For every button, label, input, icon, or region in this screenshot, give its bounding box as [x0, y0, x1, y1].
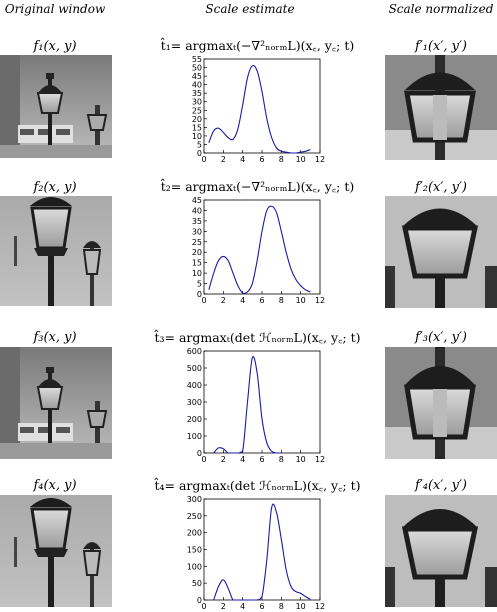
- y-tick-label: 600: [187, 347, 202, 356]
- x-tick-label: 6: [259, 455, 264, 464]
- row3-equation: t̂₃= argmaxₜ(det ℋₙₒᵣₘL)(x꜀, y꜀; t): [154, 330, 361, 345]
- y-tick-label: 0: [197, 596, 202, 605]
- y-tick-label: 0: [197, 449, 202, 458]
- y-tick-label: 5: [197, 280, 202, 289]
- x-tick-label: 4: [240, 602, 245, 611]
- plot-frame: [203, 498, 321, 601]
- x-tick-label: 6: [259, 155, 264, 164]
- y-tick-label: 30: [192, 227, 202, 236]
- x-tick-label: 12: [315, 296, 325, 305]
- x-tick-label: 4: [240, 296, 245, 305]
- x-tick-label: 2: [221, 455, 226, 464]
- y-tick-label: 0: [197, 149, 202, 158]
- y-tick-label: 5: [197, 140, 202, 149]
- row4-chart: 0 2 4 6 8 10 12 0 50 100 150 200 250 300: [187, 495, 325, 611]
- y-tick-label: 45: [192, 72, 202, 81]
- row2-original-image: [0, 196, 112, 306]
- y-tick-label: 100: [187, 432, 202, 441]
- x-tick-label: 10: [296, 455, 306, 464]
- x-tick-label: 8: [279, 155, 284, 164]
- y-tick-label: 25: [192, 106, 202, 115]
- x-tick-label: 10: [296, 155, 306, 164]
- x-tick-label: 8: [279, 296, 284, 305]
- x-tick-label: 10: [296, 602, 306, 611]
- x-tick-label: 6: [259, 296, 264, 305]
- x-tick-label: 4: [240, 155, 245, 164]
- y-tick-label: 40: [192, 81, 202, 90]
- x-tick-label: 8: [279, 455, 284, 464]
- y-tick-label: 35: [192, 217, 202, 226]
- x-tick-label: 0: [201, 602, 206, 611]
- row1-left-label: f₁(x, y): [33, 39, 77, 54]
- x-tick-label: 6: [259, 602, 264, 611]
- y-tick-label: 30: [192, 98, 202, 107]
- plot-frame: [203, 58, 321, 154]
- plot-frame: [203, 199, 321, 295]
- x-tick-label: 2: [221, 155, 226, 164]
- x-tick-label: 0: [201, 296, 206, 305]
- row1-normalized-image: [385, 55, 497, 160]
- series-line: [208, 205, 311, 295]
- y-tick-label: 40: [192, 206, 202, 215]
- y-tick-label: 0: [197, 290, 202, 299]
- y-tick-label: 400: [187, 381, 202, 390]
- row3-chart: 0 2 4 6 8 10 12 0 100 200 300 400 500 600: [187, 347, 325, 464]
- row4-normalized-image: [385, 495, 497, 607]
- y-tick-label: 250: [187, 512, 202, 521]
- y-tick-label: 300: [187, 495, 202, 504]
- row2-right-label: f′₂(x′, y′): [415, 180, 467, 195]
- y-tick-label: 200: [187, 529, 202, 538]
- row3-left-label: f₃(x, y): [33, 330, 77, 345]
- x-tick-label: 2: [221, 296, 226, 305]
- row2-normalized-image: [385, 196, 497, 308]
- series-line: [213, 503, 311, 601]
- row1-right-label: f′₁(x′, y′): [415, 39, 467, 54]
- y-tick-label: 100: [187, 562, 202, 571]
- header-original: Original window: [4, 2, 106, 16]
- y-tick-label: 45: [192, 196, 202, 205]
- x-tick-label: 12: [315, 155, 325, 164]
- y-tick-label: 10: [192, 269, 202, 278]
- y-tick-label: 20: [192, 248, 202, 257]
- x-tick-label: 12: [315, 455, 325, 464]
- plot-frame: [203, 350, 321, 454]
- row2-left-label: f₂(x, y): [33, 180, 77, 195]
- x-tick-label: 0: [201, 155, 206, 164]
- header-scale: Scale estimate: [205, 2, 295, 16]
- row4-equation: t̂₄= argmaxₜ(det ℋₙₒᵣₘL)(x꜀, y꜀; t): [154, 478, 361, 493]
- y-tick-label: 50: [192, 579, 202, 588]
- y-tick-label: 10: [192, 132, 202, 141]
- row1-original-image: [0, 55, 112, 158]
- row3-original-image: [0, 347, 112, 459]
- y-tick-label: 25: [192, 238, 202, 247]
- y-tick-label: 35: [192, 89, 202, 98]
- row4-right-label: f′₄(x′, y′): [415, 478, 467, 493]
- y-tick-label: 15: [192, 123, 202, 132]
- y-tick-label: 20: [192, 115, 202, 124]
- x-tick-label: 0: [201, 455, 206, 464]
- row4-original-image: [0, 495, 112, 607]
- x-tick-label: 12: [315, 602, 325, 611]
- row1-equation: t̂₁= argmaxₜ(−∇²ₙₒᵣₘL)(x꜀, y꜀; t): [160, 38, 355, 53]
- y-tick-label: 50: [192, 64, 202, 73]
- row3-normalized-image: [385, 347, 497, 459]
- row3-right-label: f′₃(x′, y′): [415, 330, 467, 345]
- row2-equation: t̂₂= argmaxₜ(−∇²ₙₒᵣₘL)(x꜀, y꜀; t): [160, 179, 355, 194]
- y-tick-label: 55: [192, 55, 202, 64]
- y-tick-label: 200: [187, 415, 202, 424]
- x-tick-label: 4: [240, 455, 245, 464]
- y-tick-label: 500: [187, 364, 202, 373]
- x-tick-label: 10: [296, 296, 306, 305]
- y-tick-label: 15: [192, 259, 202, 268]
- x-tick-label: 8: [279, 602, 284, 611]
- header-normalized: Scale normalized: [388, 2, 494, 16]
- row4-left-label: f₄(x, y): [33, 478, 77, 493]
- series-line: [208, 65, 311, 154]
- series-line: [213, 356, 282, 454]
- y-tick-label: 300: [187, 398, 202, 407]
- x-tick-label: 2: [221, 602, 226, 611]
- y-tick-label: 150: [187, 546, 202, 555]
